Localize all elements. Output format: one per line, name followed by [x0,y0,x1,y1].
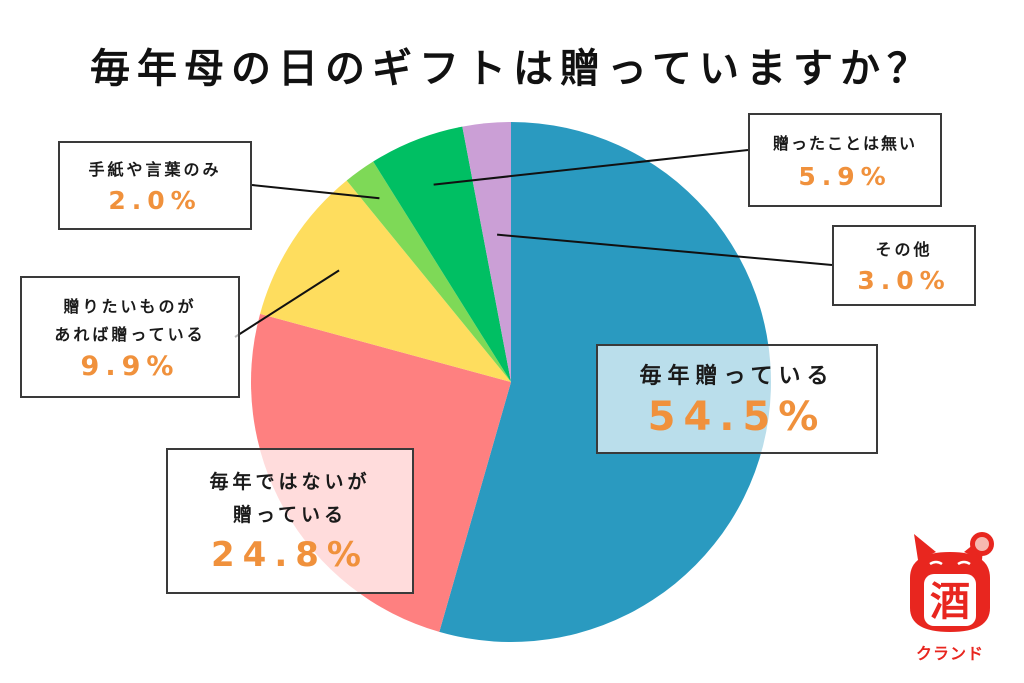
slice-value-2: 9.9% [80,350,180,382]
pie-slice-3 [346,161,511,382]
logo-text: クランド [915,644,984,663]
leader-line-2 [234,269,340,338]
pie-slice-5 [462,122,511,382]
leader-line-5 [496,233,833,266]
slice-label-3: 手紙や言葉のみ [88,160,222,179]
label-box-4: 贈ったことは無い 5.9% [748,113,942,207]
logo: 酒 クランド [904,530,996,663]
label-box-3: 手紙や言葉のみ 2.0% [58,141,252,230]
leader-line-4 [433,149,749,186]
label-box-0: 毎年贈っている 54.5% [596,344,878,454]
pie-slice-4 [373,126,511,382]
chart-title: 毎年母の日のギフトは贈っていますか？ [90,46,934,92]
slice-label-2a: 贈りたいものが [63,296,197,316]
slice-label-4: 贈ったことは無い [772,133,917,153]
slice-label-0: 毎年贈っている [639,364,835,389]
label-box-1: 毎年ではないが 贈っている 24.8% [166,448,414,594]
slice-label-5: その他 [875,240,933,259]
slice-label-1a: 毎年ではないが [209,471,371,493]
slice-value-3: 2.0% [108,186,202,215]
label-box-5: その他 3.0% [832,225,976,306]
slice-value-1: 24.8% [211,535,369,575]
label-box-2: 贈りたいものが あれば贈っている 9.9% [20,276,240,398]
slice-value-5: 3.0% [857,266,951,295]
slice-value-4: 5.9% [798,161,892,191]
pie-slice-2 [260,180,511,382]
slice-value-0: 54.5% [647,394,827,440]
logo-glyph: 酒 [930,579,970,625]
slice-label-2b: あれば贈っている [54,324,206,344]
leader-line-3 [251,184,380,200]
slice-label-1b: 贈っている [232,504,348,526]
maneki-neko-icon: 酒 [910,532,994,632]
